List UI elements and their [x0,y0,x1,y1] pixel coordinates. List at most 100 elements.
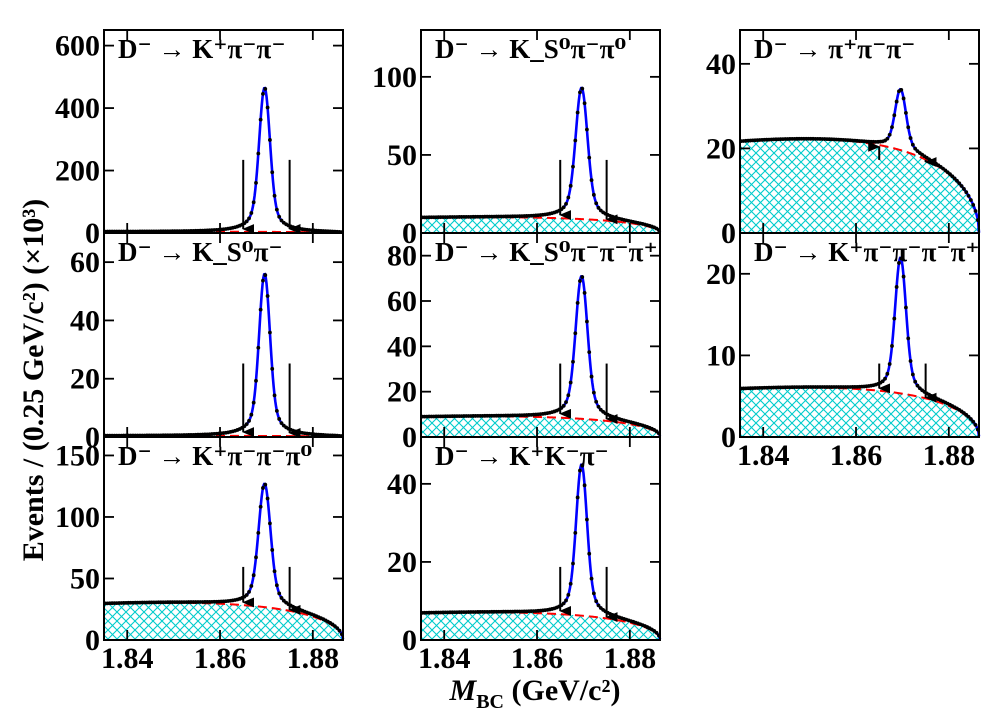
data-point [585,319,589,324]
data-point [261,486,265,490]
y-tick-label: 150 [55,439,100,472]
data-point [561,205,566,210]
plot-frame [103,436,344,641]
background-area [421,612,660,640]
background-area [421,217,660,233]
data-point [892,113,897,118]
y-tick-label: 80 [387,240,417,273]
data-point [968,417,973,421]
data-point [564,400,568,405]
data-point [277,214,282,219]
data-point [910,372,915,377]
data-point [890,125,894,130]
data-point [578,468,582,473]
data-point [265,294,270,298]
y-tick-label: 10 [706,339,736,372]
y-tick-label: 40 [706,48,736,81]
data-point [887,132,892,137]
background-area [740,138,979,233]
data-point [249,412,254,417]
panel-7: 0 20 40 D⁻ → π⁺π⁻π⁻ [706,29,981,250]
panel-label: D⁻ → K⁺K⁻π⁻ [435,441,609,471]
data-point [964,190,969,195]
data-point [589,576,594,581]
data-point [571,164,575,169]
background-curve [739,386,980,438]
data-point [594,599,599,604]
data-point [571,561,575,566]
y-tick-label: 0 [85,421,100,454]
fit-curve [104,86,344,234]
panel-label: D⁻ → K⁺π⁻π⁻π⁰ [118,441,312,471]
data-point [279,421,284,426]
data-point [587,350,592,354]
data-point [901,274,906,279]
data-point [564,598,568,603]
x-tick-label: 1.86 [511,642,564,675]
data-point [571,359,575,364]
data-point [899,87,904,92]
data-point [566,195,571,200]
data-point [591,591,596,596]
data-point [901,96,906,101]
data-point [561,403,566,408]
y-tick-label: 40 [387,330,417,363]
data-point [258,504,263,509]
y-tick-label: 400 [55,92,100,125]
data-point [957,181,962,186]
background-area [740,387,979,437]
y-tick-label: 600 [55,30,100,63]
panel-3: 0 50 100 150 1.84 1.86 1.88 D⁻ → K⁺π⁻π⁻π⁰ [55,436,345,675]
panel-6: 0 20 40 1.84 1.86 1.88 D⁻ → K⁺K⁻π⁻ [387,436,662,675]
y-tick-label: 0 [402,217,417,250]
data-point [270,548,275,552]
data-point [568,581,573,586]
data-point [258,307,263,312]
data-point [596,404,601,409]
background-curve [420,611,661,641]
data-point [272,193,277,198]
data-point [915,383,920,388]
fit-curve [104,272,344,438]
data-point [913,379,918,384]
data-point [261,278,265,283]
y-tick-label: 0 [402,624,417,657]
data-point [573,331,578,336]
data-point [591,390,596,395]
data-point [880,379,885,384]
data-point [251,400,256,405]
data-point [254,555,258,560]
background-curve [420,415,661,438]
y-tick-label: 0 [85,624,100,657]
y-tick-label: 0 [721,217,736,250]
data-point [973,422,978,427]
y-tick-label: 40 [387,468,417,501]
data-point [959,184,964,188]
y-axis-title: Events / (0.25 GeV/c²) (×10³) [17,199,50,562]
data-point [247,589,251,594]
background-area [104,602,343,640]
x-tick-label: 1.88 [604,642,657,675]
data-point [596,603,601,608]
data-point [955,178,959,183]
data-point [589,374,594,379]
data-point [968,198,973,202]
data-point [573,138,578,143]
panel-label: D⁻ → K⁺π⁻π⁻ [118,34,286,64]
data-point [268,521,272,526]
data-point [585,127,589,132]
fit-curve [420,86,662,233]
data-point [910,142,915,147]
panel-label: D⁻ → K_S⁰π⁻π⁰ [435,34,626,64]
data-point [270,366,275,371]
data-point [263,87,268,91]
data-point [575,495,580,500]
data-point [256,345,261,350]
data-point [274,583,279,588]
data-point [258,117,263,122]
panel-label: D⁻ → K_S⁰π⁻π⁻π⁺ [435,237,658,267]
data-point [591,192,596,197]
data-point [274,207,279,212]
